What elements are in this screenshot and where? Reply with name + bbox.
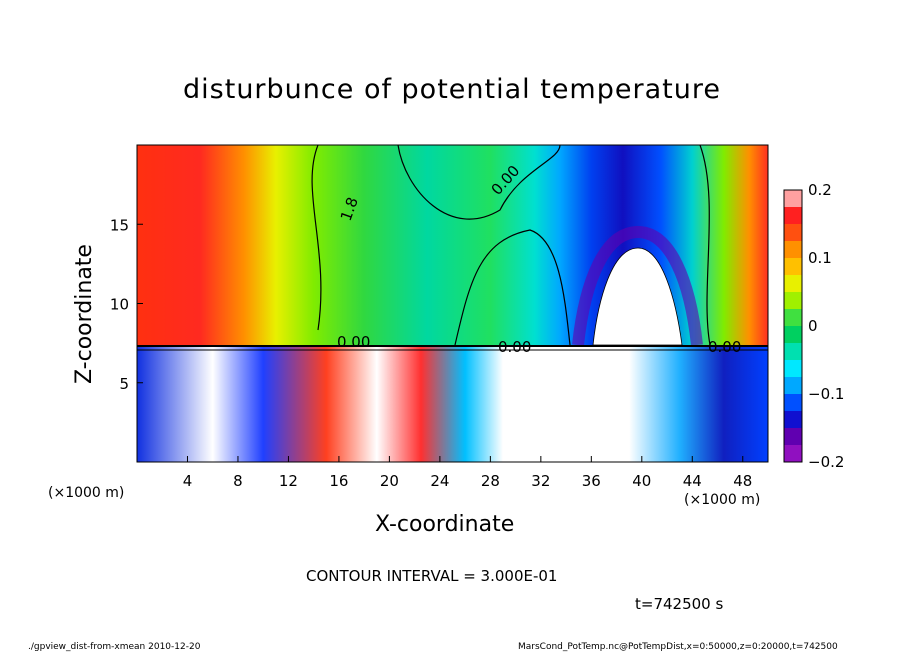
contour-line [699, 144, 711, 346]
x-tick-label: 28 [481, 472, 500, 490]
colorbar-swatch [784, 292, 802, 310]
x-tick-group: 4 8 12 16 20 24 28 32 36 40 44 48 [183, 456, 752, 490]
chart-title: disturbunce of potential temperature [183, 74, 721, 105]
heatmap-plot-area [136, 144, 769, 463]
colorbar-swatch [784, 258, 802, 276]
colorbar-swatch [784, 190, 802, 208]
colorbar-swatch [784, 377, 802, 395]
colorbar-swatch [784, 343, 802, 361]
y-tick-label: 10 [110, 296, 129, 314]
colorbar-swatch [784, 241, 802, 259]
y-tick-group: 5 10 15 [110, 216, 143, 393]
x-tick-label: 48 [733, 472, 752, 490]
colorbar-label: 0.1 [808, 249, 832, 267]
contour-line [454, 229, 571, 346]
time-label: t=742500 s [635, 595, 724, 613]
colorbar-swatch [784, 360, 802, 378]
purple-ring [572, 225, 703, 346]
y-axis-label: Z-coordinate [72, 244, 97, 384]
x-tick-label: 36 [582, 472, 601, 490]
x-tick-label: 4 [183, 472, 193, 490]
colorbar-swatch [784, 275, 802, 293]
colorbar-swatch [784, 224, 802, 242]
x-tick-label: 40 [632, 472, 651, 490]
footer-right: MarsCond_PotTemp.nc@PotTempDist,x=0:5000… [518, 642, 838, 652]
colorbar-swatch [784, 394, 802, 412]
colorbar-label: 0 [808, 317, 818, 335]
colorbar-label: 0.2 [808, 181, 832, 199]
contour-interval: CONTOUR INTERVAL = 3.000E-01 [306, 567, 558, 585]
y-tick-label: 15 [110, 216, 129, 234]
white-plume [592, 247, 683, 346]
x-axis-label: X-coordinate [375, 512, 515, 537]
contour-line [397, 144, 561, 220]
colorbar-label: −0.1 [808, 385, 844, 403]
x-unit-left: (×1000 m) [48, 485, 125, 501]
colorbar-swatch [784, 411, 802, 429]
x-tick-label: 20 [380, 472, 399, 490]
x-tick-label: 32 [531, 472, 550, 490]
colorbar-swatch [784, 309, 802, 327]
colorbar: 0.2 0.1 0 −0.1 −0.2 [783, 181, 844, 471]
contour-label: 0.00 [337, 333, 370, 351]
colorbar-frame [783, 189, 803, 463]
x-tick-label: 16 [329, 472, 348, 490]
footer-left: ./gpview_dist-from-xmean 2010-12-20 [28, 642, 201, 652]
x-tick-label: 8 [233, 472, 243, 490]
contour-label-group: 0.00 0.00 0.00 0.00 1.8 [337, 162, 742, 356]
contour-label: 0.00 [498, 338, 531, 356]
y-tick-label: 5 [119, 375, 129, 393]
x-unit-right: (×1000 m) [684, 492, 761, 508]
x-tick-label: 12 [279, 472, 298, 490]
colorbar-swatch [784, 445, 802, 463]
lower-field [137, 345, 768, 462]
colorbar-swatch [784, 326, 802, 344]
x-tick-label: 24 [430, 472, 449, 490]
colorbar-swatch [784, 428, 802, 446]
colorbar-swatch [784, 207, 802, 225]
contour-line [311, 144, 322, 331]
colorbar-label: −0.2 [808, 453, 844, 471]
x-tick-label: 44 [683, 472, 702, 490]
contour-label: 0.00 [708, 338, 741, 356]
